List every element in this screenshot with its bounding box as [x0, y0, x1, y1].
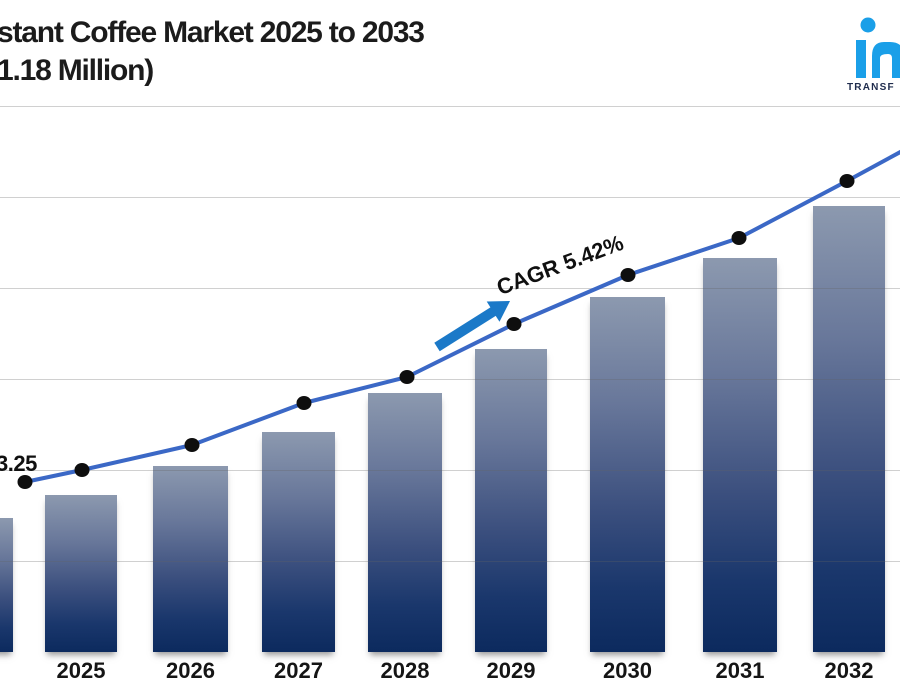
- growth-arrow-icon: [434, 301, 510, 352]
- x-axis-label: 2026: [166, 658, 215, 683]
- gridline: [0, 197, 900, 198]
- data-point-dot: [620, 268, 636, 282]
- data-label-first-point: 3.25: [0, 451, 37, 476]
- x-axis-label: 2032: [824, 658, 874, 683]
- bar: [475, 349, 547, 652]
- x-axis-label: 2031: [715, 658, 765, 683]
- x-axis-label: 2029: [486, 658, 536, 683]
- x-axis-label: 2025: [56, 658, 106, 683]
- bar: [262, 432, 335, 652]
- bar: [813, 206, 885, 652]
- bar: [590, 297, 665, 652]
- data-point-dot: [839, 174, 855, 188]
- logo-mark-icon: [856, 17, 900, 78]
- data-point-dot: [506, 317, 522, 331]
- chart-title-line2: 1.18 Million): [0, 54, 154, 87]
- cagr-annotation: CAGR 5.42%: [493, 229, 627, 300]
- gridline: [0, 379, 900, 380]
- bar: [703, 258, 777, 652]
- chart-title: stant Coffee Market 2025 to 2033 1.18 Mi…: [0, 14, 425, 90]
- data-point-dot: [731, 231, 747, 245]
- gridline: [0, 288, 900, 289]
- gridline: [0, 106, 900, 107]
- bar: [368, 393, 442, 652]
- chart-title-line1: stant Coffee Market 2025 to 2033: [0, 16, 425, 49]
- data-point-dot: [399, 370, 415, 384]
- bar: [45, 495, 117, 652]
- gridline: [0, 470, 900, 471]
- data-point-dot: [184, 438, 200, 452]
- bar: [0, 518, 13, 652]
- x-axis-label: 2027: [274, 658, 323, 683]
- gridline: [0, 561, 900, 562]
- brand-logo: TRANSF: [828, 6, 900, 98]
- bar: [153, 466, 228, 652]
- x-axis-label: 2030: [603, 658, 652, 683]
- logo-tagline: TRANSF: [847, 82, 895, 93]
- data-point-dot: [296, 396, 312, 410]
- x-axis-label: 2028: [380, 658, 430, 683]
- data-point-dot: [17, 475, 33, 489]
